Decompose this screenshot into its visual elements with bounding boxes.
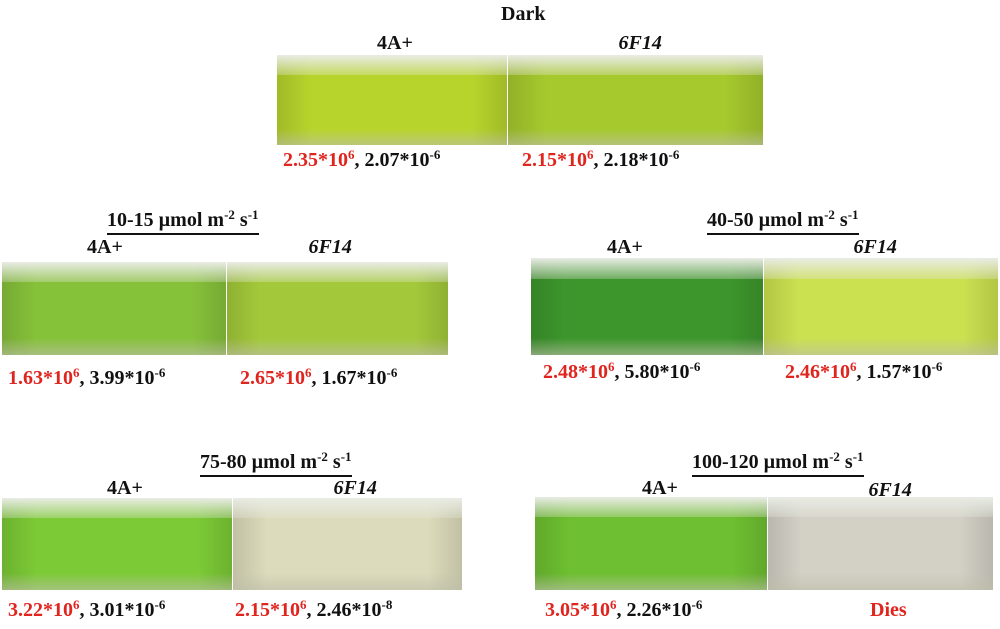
text-segment: 100-120 µmol m	[692, 451, 830, 473]
strain-label: 4A+	[87, 236, 123, 258]
text-segment: Dark	[501, 3, 546, 25]
text-segment: 2.15*10	[235, 599, 300, 621]
flask-annotation: 2.35*106, 2.07*10-6	[283, 147, 441, 171]
panel-title: Dark	[501, 4, 545, 24]
panel-title: 10-15 µmol m-2 s-1	[107, 207, 259, 235]
text-segment: -2	[224, 207, 235, 222]
text-segment: 6	[305, 365, 312, 380]
text-segment: , 2.26*10	[616, 599, 692, 621]
text-segment: 2.35*10	[283, 149, 348, 171]
strain-label: 4A+	[642, 477, 678, 499]
flask-photo	[764, 258, 998, 355]
flask-annotation: 2.15*106, 2.18*10-6	[522, 147, 680, 171]
text-segment: 6	[300, 597, 307, 612]
text-segment: 2.15*10	[522, 149, 587, 171]
flask-photo	[535, 497, 767, 590]
text-segment: , 2.18*10	[593, 149, 669, 171]
flask-annotation: 2.15*106, 2.46*10-8	[235, 597, 393, 621]
strain-label: 6F14	[308, 236, 352, 258]
text-segment: 10-15 µmol m	[107, 209, 225, 231]
strain-label: 6F14	[853, 236, 897, 258]
text-segment: 6	[348, 147, 355, 162]
strain-label: 4A+	[607, 236, 643, 258]
text-segment: , 5.80*10	[614, 361, 690, 383]
text-segment: -1	[340, 449, 352, 464]
text-segment: -1	[847, 207, 859, 222]
text-segment: -1	[852, 449, 864, 464]
text-segment: , 2.46*10	[306, 599, 382, 621]
flask-annotation: 1.63*106, 3.99*10-6	[8, 365, 166, 389]
strain-label: 6F14	[868, 479, 912, 501]
flask-annotation: 3.05*106, 2.26*10-6	[545, 597, 703, 621]
flask-photo	[531, 258, 763, 355]
text-segment: -6	[154, 365, 166, 380]
strain-label: 4A+	[107, 477, 143, 499]
text-segment: -2	[317, 449, 328, 464]
text-segment: 75-80 µmol m	[200, 451, 318, 473]
text-segment: , 1.67*10	[311, 367, 387, 389]
text-segment: 6	[610, 597, 617, 612]
text-segment: 6	[73, 597, 80, 612]
text-segment: s	[234, 209, 248, 231]
text-segment: 6	[73, 365, 80, 380]
text-segment: -6	[429, 147, 441, 162]
flask-photo	[2, 262, 226, 355]
text-segment: s	[834, 209, 848, 231]
text-segment: 2.46*10	[785, 361, 850, 383]
flask-photo	[227, 262, 448, 355]
flask-annotation: 3.22*106, 3.01*10-6	[8, 597, 166, 621]
text-segment: -6	[668, 147, 680, 162]
text-segment: -6	[154, 597, 166, 612]
text-segment: -6	[689, 359, 701, 374]
flask-photo	[233, 498, 462, 590]
text-segment: -6	[691, 597, 703, 612]
flask-photo	[277, 55, 507, 145]
flask-photo	[2, 498, 232, 590]
flask-annotation: Dies	[870, 600, 907, 620]
text-segment: Dies	[870, 599, 907, 621]
strain-label: 4A+	[377, 32, 413, 54]
text-segment: 3.22*10	[8, 599, 73, 621]
text-segment: 2.65*10	[240, 367, 305, 389]
flask-photo	[768, 497, 993, 590]
flask-annotation: 2.48*106, 5.80*10-6	[543, 359, 701, 383]
text-segment: s	[327, 451, 341, 473]
flask-annotation: 2.46*106, 1.57*10-6	[785, 359, 943, 383]
text-segment: -8	[381, 597, 393, 612]
text-segment: 6	[608, 359, 615, 374]
panel-title: 75-80 µmol m-2 s-1	[200, 449, 352, 477]
text-segment: -6	[386, 365, 398, 380]
text-segment: , 3.01*10	[79, 599, 155, 621]
text-segment: s	[839, 451, 853, 473]
panel-title: 100-120 µmol m-2 s-1	[692, 449, 864, 477]
strain-label: 6F14	[618, 32, 662, 54]
text-segment: 3.05*10	[545, 599, 610, 621]
text-segment: -2	[824, 207, 835, 222]
text-segment: -6	[931, 359, 943, 374]
text-segment: 40-50 µmol m	[707, 209, 825, 231]
text-segment: -1	[247, 207, 259, 222]
text-segment: 6	[850, 359, 857, 374]
strain-label: 6F14	[333, 477, 377, 499]
text-segment: 6	[587, 147, 594, 162]
text-segment: -2	[829, 449, 840, 464]
panel-title: 40-50 µmol m-2 s-1	[707, 207, 859, 235]
flask-photo	[508, 55, 763, 145]
text-segment: 2.48*10	[543, 361, 608, 383]
text-segment: , 2.07*10	[354, 149, 430, 171]
text-segment: , 1.57*10	[856, 361, 932, 383]
text-segment: 1.63*10	[8, 367, 73, 389]
text-segment: , 3.99*10	[79, 367, 155, 389]
flask-annotation: 2.65*106, 1.67*10-6	[240, 365, 398, 389]
